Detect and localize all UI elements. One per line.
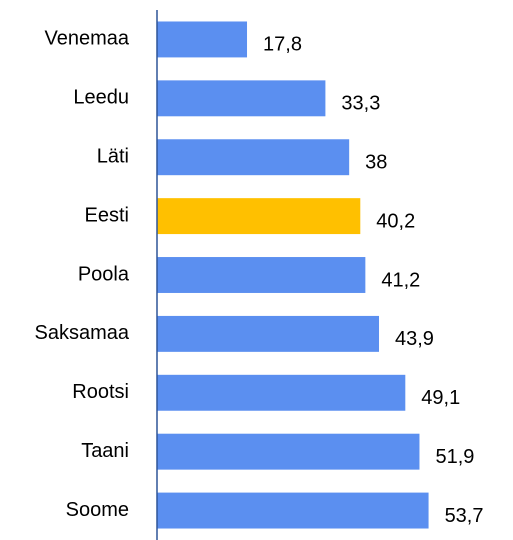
bar	[157, 21, 248, 58]
y-tick-label: Saksamaa	[35, 322, 130, 344]
bar	[157, 257, 366, 293]
value-label: 41,2	[381, 269, 420, 291]
y-tick-label: Eesti	[85, 204, 129, 226]
y-tick-label: Soome	[66, 499, 129, 521]
y-tick-label: Rootsi	[72, 381, 129, 403]
bar	[157, 433, 420, 470]
value-label: 38	[365, 152, 387, 174]
value-label: 51,9	[435, 446, 474, 468]
value-label: 17,8	[263, 34, 302, 56]
value-label: 53,7	[445, 505, 484, 527]
value-label: 43,9	[395, 328, 434, 350]
value-label: 40,2	[376, 210, 415, 232]
y-tick-label: Taani	[81, 440, 129, 462]
bar	[157, 315, 380, 352]
y-tick-label: Venemaa	[44, 28, 129, 50]
y-tick-label: Leedu	[73, 87, 129, 109]
value-label: 33,3	[341, 93, 380, 115]
y-tick-label: Läti	[97, 146, 129, 168]
bar	[157, 198, 361, 235]
bar	[157, 374, 406, 411]
value-label: 49,1	[421, 387, 460, 409]
y-tick-label: Poola	[78, 263, 130, 285]
bar	[157, 492, 429, 529]
bar	[157, 80, 326, 117]
bar	[157, 139, 350, 176]
